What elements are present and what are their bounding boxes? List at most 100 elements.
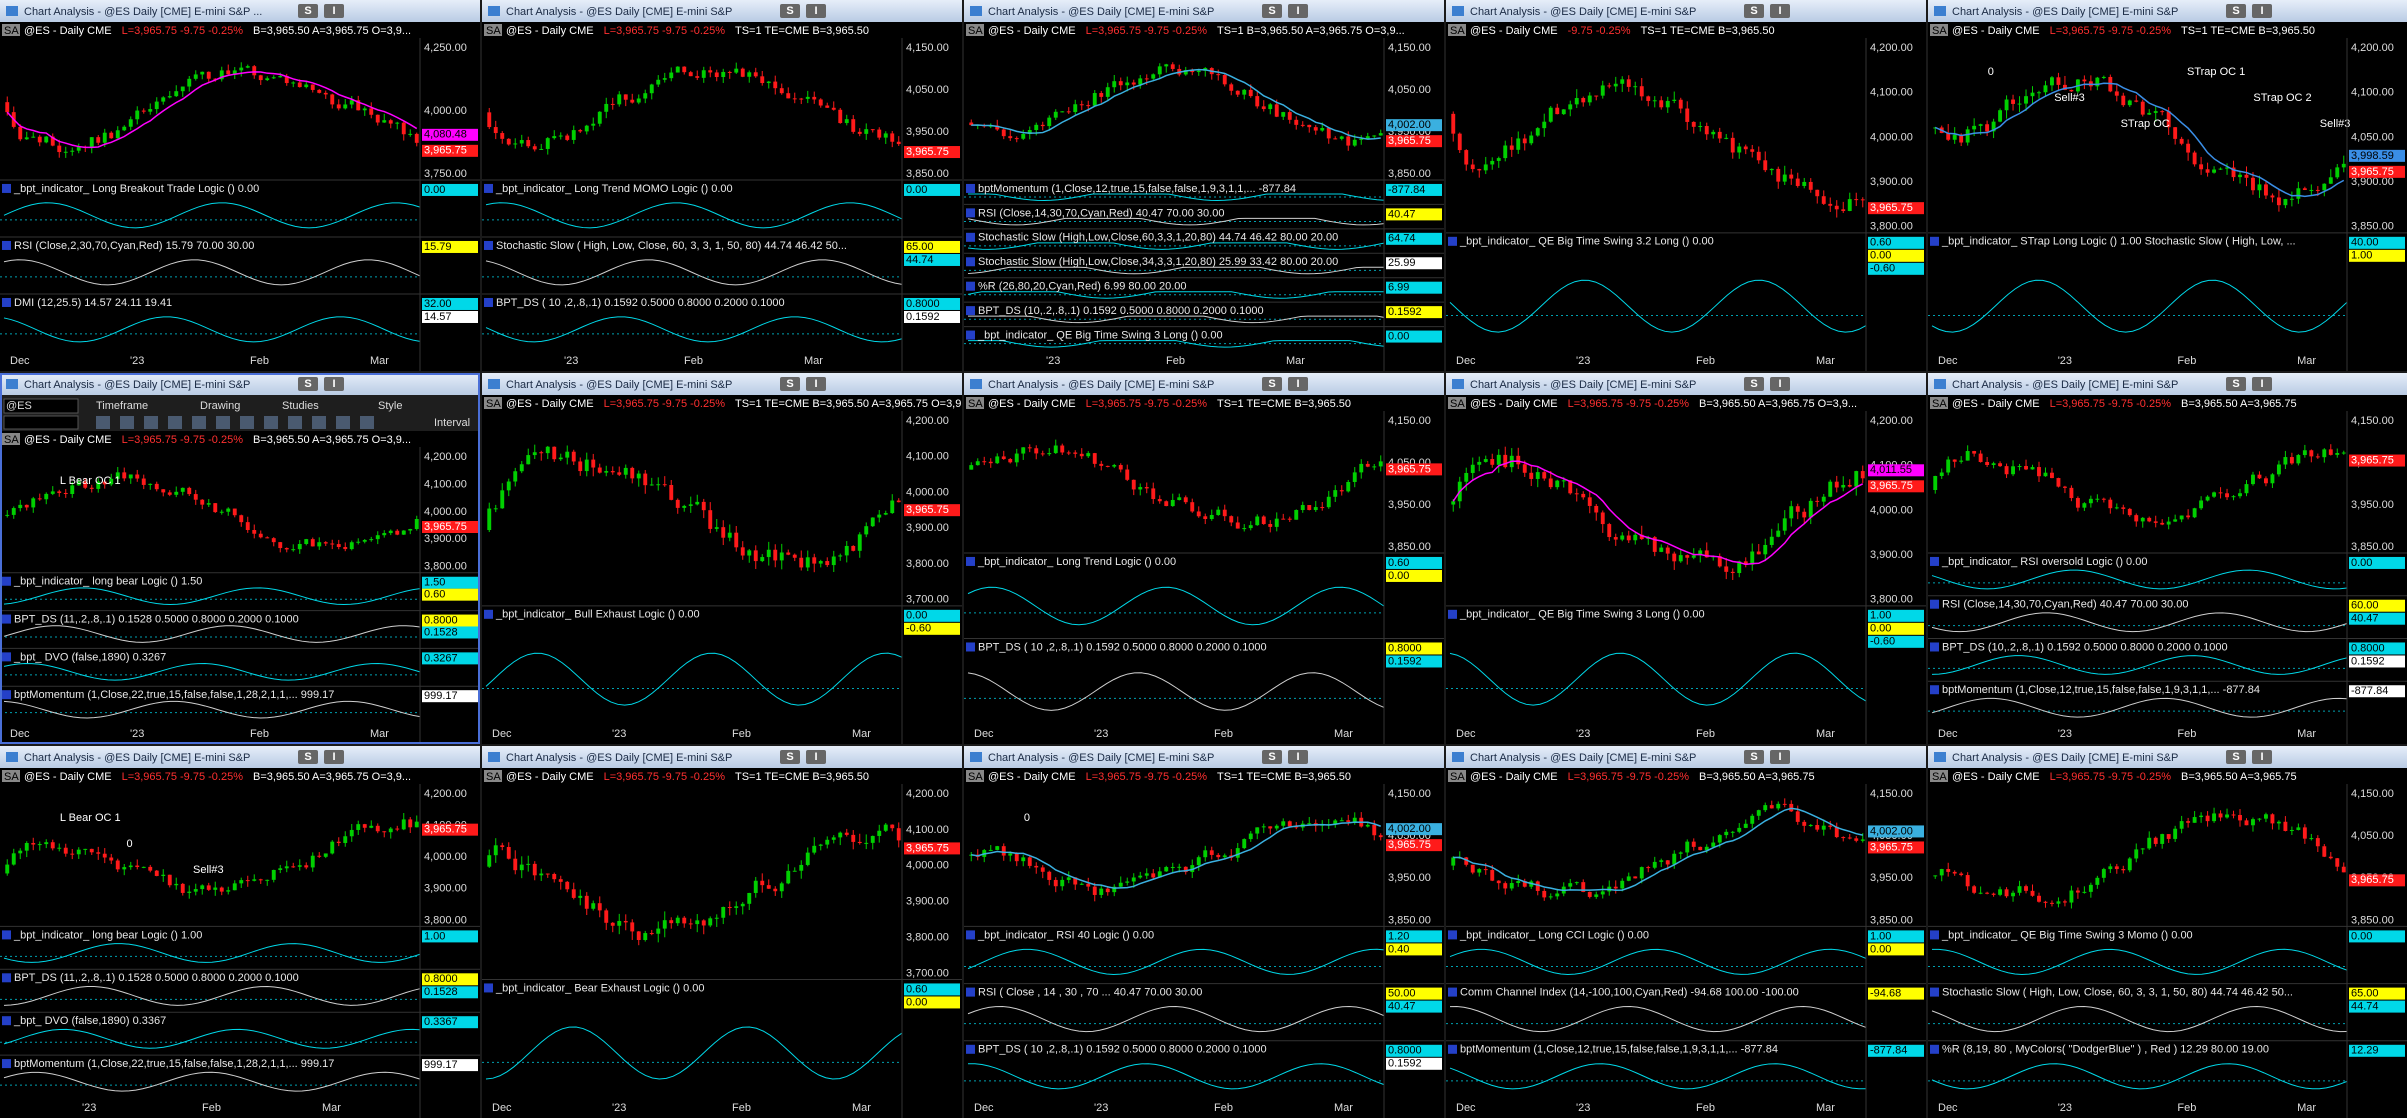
value-tag-label: 0.00 [1870,250,1891,262]
title-button[interactable] [298,377,318,391]
toolbar-item[interactable]: Timeframe [96,400,148,412]
value-tag [1386,208,1442,221]
candle-body [2147,517,2152,522]
toolbar-icon[interactable] [192,416,206,429]
title-button[interactable] [324,377,344,391]
candle-body [1352,139,1357,146]
study-line [1931,1063,2348,1090]
title-button-label: I [2260,5,2263,17]
title-button[interactable] [1744,377,1764,391]
title-button[interactable] [1770,377,1790,391]
title-button[interactable] [780,4,800,18]
title-button[interactable] [2252,377,2272,391]
title-button[interactable] [298,4,318,18]
symbol-box[interactable] [3,398,79,414]
toolbar-field[interactable] [3,415,79,430]
candle-body [2315,838,2320,847]
title-button[interactable] [1744,750,1764,764]
candle-body [1594,95,1599,97]
title-button[interactable] [1744,4,1764,18]
study-label: BPT_DS (11,.2,.8,.1) 0.1528 0.5000 0.800… [14,613,299,625]
sa-label: SA [1450,771,1465,783]
candle-body [1222,855,1227,858]
chart-window[interactable]: Chart Analysis - @ES Daily [CME] E-mini … [0,373,480,744]
value-tag-label: 0.1592 [1388,655,1422,667]
candle-body [988,461,993,464]
chart-window[interactable]: Chart Analysis - @ES Daily [CME] E-mini … [1446,0,1926,371]
title-button[interactable] [2252,4,2272,18]
price-tag [1868,464,1924,477]
chart-window[interactable]: Chart Analysis - @ES Daily [CME] E-mini … [964,373,1444,744]
title-button[interactable] [1262,4,1282,18]
toolbar-item[interactable]: Drawing [200,400,240,412]
study-label: BPT_DS ( 10 ,2,.8,.1) 0.1592 0.5000 0.80… [978,641,1267,653]
title-button[interactable] [806,4,826,18]
toolbar-icon[interactable] [216,416,230,429]
chart-window[interactable]: Chart Analysis - @ES Daily [CME] E-mini … [0,746,480,1118]
candle-body [408,133,413,135]
value-tag-label: 0.8000 [906,298,940,310]
chart-window[interactable]: Chart Analysis - @ES Daily [CME] E-mini … [482,746,962,1118]
toolbar-item[interactable]: Style [378,400,402,412]
price-tag [1868,480,1924,493]
toolbar-icon[interactable] [288,416,302,429]
title-button[interactable] [1288,4,1308,18]
study-label: _bpt_indicator_ Long CCI Logic () 0.00 [1459,929,1649,941]
toolbar-icon[interactable] [336,416,350,429]
title-button[interactable] [806,377,826,391]
title-button[interactable] [780,750,800,764]
title-button[interactable] [1770,4,1790,18]
toolbar-icon[interactable] [168,416,182,429]
candle-body [1730,831,1735,833]
toolbar-item[interactable]: @ES [6,400,32,412]
chart-window[interactable]: Chart Analysis - @ES Daily [CME] E-mini … [1928,373,2407,744]
title-button[interactable] [298,750,318,764]
chart-window[interactable]: Chart Analysis - @ES Daily [CME] E-mini … [482,373,962,744]
title-button[interactable] [806,750,826,764]
value-tag [1386,330,1442,343]
title-button[interactable] [2226,377,2246,391]
toolbar-icon[interactable] [96,416,110,429]
toolbar-icon[interactable] [120,416,134,429]
chart-window[interactable]: Chart Analysis - @ES Daily [CME] E-mini … [964,0,1444,371]
title-button[interactable] [1262,377,1282,391]
chart-window[interactable]: Chart Analysis - @ES Daily [CME] E-mini … [1446,373,1926,744]
candle-body [565,135,570,140]
chart-window[interactable]: Chart Analysis - @ES Daily [CME] E-mini … [1446,746,1926,1118]
candle-body [1483,869,1488,871]
chart-window[interactable]: Chart Analysis - @ES Daily [CME] E-mini … [1928,746,2407,1118]
toolbar-icon[interactable] [264,416,278,429]
chart-window[interactable]: Chart Analysis - @ES Daily [CME] E-mini … [1928,0,2407,371]
candle-body [1529,472,1534,479]
candle-body [1131,877,1136,882]
candle-body [2062,84,2067,90]
value-tag [422,614,478,627]
candle-body [877,129,882,138]
title-button[interactable] [1288,377,1308,391]
toolbar-item[interactable]: Studies [282,400,319,412]
y-tick-label: 4,200.00 [906,788,949,800]
title-button[interactable] [1288,750,1308,764]
title-button[interactable] [1770,750,1790,764]
chart-window[interactable]: Chart Analysis - @ES Daily [CME] E-mini … [964,746,1444,1118]
candle-body [1001,129,1006,137]
title-button[interactable] [780,377,800,391]
candle-body [50,842,55,849]
toolbar-icon[interactable] [144,416,158,429]
title-button[interactable] [2252,750,2272,764]
price-tag-label: 3,998.59 [2351,150,2394,162]
candle-body [896,500,901,503]
x-tick-label: '23 [1094,728,1108,740]
chart-annotation: L Bear OC 1 [60,812,121,824]
title-button[interactable] [2226,750,2246,764]
title-button[interactable] [2226,4,2246,18]
toolbar-icon[interactable] [312,416,326,429]
toolbar-icon[interactable] [360,416,374,429]
title-button[interactable] [1262,750,1282,764]
chart-window[interactable]: Chart Analysis - @ES Daily [CME] E-mini … [482,0,962,371]
toolbar-icon[interactable] [240,416,254,429]
title-button[interactable] [324,4,344,18]
title-button[interactable] [324,750,344,764]
chart-window[interactable]: Chart Analysis - @ES Daily [CME] E-mini … [0,0,480,371]
toolbar-item[interactable]: Interval [434,417,470,429]
